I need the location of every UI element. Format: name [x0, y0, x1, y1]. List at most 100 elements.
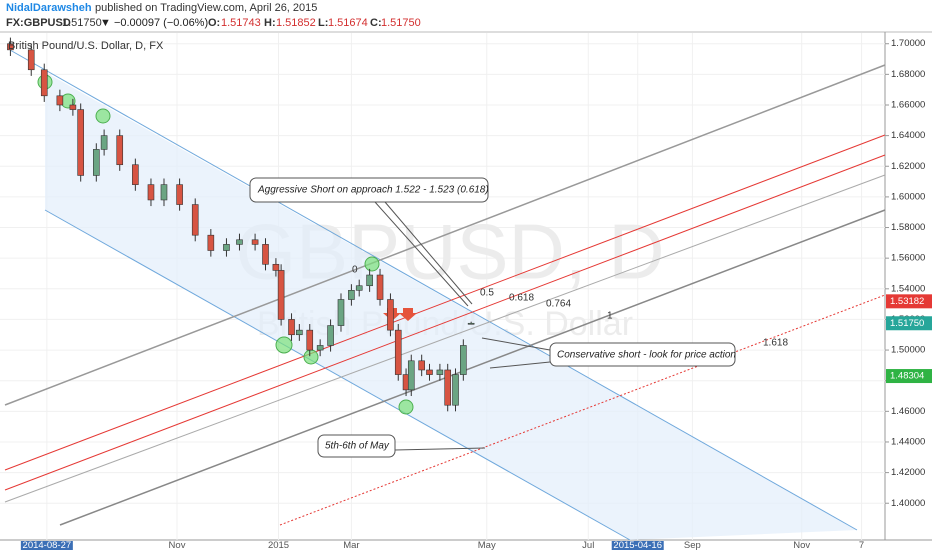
- change: ▼ −0.00097 (−0.06%): [100, 17, 208, 29]
- candle-body: [444, 369, 452, 406]
- candle-body: [272, 263, 280, 271]
- pitchfork-line: [4, 134, 886, 471]
- x-tick-label: May: [478, 540, 496, 550]
- price-tag: [886, 369, 932, 384]
- x-tick-label: Nov: [169, 540, 186, 550]
- candle-body: [176, 184, 183, 205]
- c: 1.51750: [381, 17, 421, 29]
- callout-text: Aggressive Short on approach 1.522 - 1.5…: [257, 185, 489, 196]
- candle-body: [251, 239, 259, 245]
- arrow: [399, 308, 417, 321]
- published: published on TradingView.com, April 26, …: [95, 2, 317, 14]
- candle-body: [316, 345, 324, 351]
- callout-text: Conservative short - look for price acti…: [557, 350, 736, 361]
- candle-body: [394, 329, 402, 375]
- price-tag: [886, 294, 932, 309]
- last: 1.51750: [62, 17, 102, 29]
- fib-label: 0.764: [546, 299, 571, 310]
- candle-body: [236, 239, 243, 245]
- h: 1.51852: [276, 17, 316, 29]
- callout-box: [549, 342, 736, 367]
- channel-line: [44, 209, 631, 541]
- symbol: FX:GBPUSD: [6, 17, 71, 29]
- candle-body: [436, 369, 444, 375]
- candle-body: [355, 285, 363, 291]
- candle-body: [207, 234, 215, 251]
- candle-body: [337, 299, 345, 326]
- pitchfork-line: [4, 64, 886, 406]
- pitchfork-line: [4, 154, 886, 491]
- callout-box: [249, 177, 489, 203]
- candle-body: [56, 95, 64, 106]
- candle-body: [100, 135, 108, 150]
- fib-label: 0: [352, 265, 358, 276]
- pivot-marker: [398, 399, 414, 415]
- candle-body: [262, 244, 269, 265]
- y-tick-label: 1.60000: [891, 191, 925, 202]
- l: 1.51674: [328, 17, 368, 29]
- fib-label: 1: [607, 311, 613, 322]
- l-label: L:: [318, 17, 328, 29]
- candles: [7, 37, 475, 412]
- candle-body: [296, 329, 303, 336]
- candle-body: [418, 360, 425, 371]
- candle-body: [147, 184, 155, 201]
- pitchfork-line: [59, 209, 886, 526]
- pivot-marker: [95, 108, 111, 124]
- fib-label: 0.5: [480, 288, 494, 299]
- x-tick-label: 2015: [268, 540, 289, 550]
- candle-body: [69, 104, 77, 110]
- y-tick-label: 1.56000: [891, 253, 925, 264]
- drawings: Aggressive Short on approach 1.522 - 1.5…: [4, 49, 886, 541]
- candle-body: [348, 290, 355, 300]
- candle-body: [277, 270, 285, 320]
- candle-body: [93, 149, 100, 176]
- fib-label: 1.618: [763, 338, 788, 349]
- price-tag-label: 1.48304: [890, 371, 924, 382]
- author: NidalDarawsheh: [6, 2, 92, 14]
- y-tick-label: 1.58000: [891, 222, 925, 233]
- y-tick-label: 1.66000: [891, 100, 925, 111]
- candle-body: [160, 184, 168, 201]
- callout-text: 5th-6th of May: [325, 441, 390, 452]
- candle-body: [306, 329, 314, 351]
- y-tick-label: 1.64000: [891, 130, 925, 141]
- x-tick-label: 2014-08-27: [23, 540, 72, 550]
- y-tick-label: 1.46000: [891, 406, 925, 417]
- price-tag: [886, 316, 932, 331]
- candle-body: [116, 135, 124, 166]
- x-tick-label: Jul: [582, 540, 594, 550]
- callout-box: [317, 434, 396, 458]
- pivot-marker: [303, 349, 319, 365]
- y-tick-label: 1.40000: [891, 498, 925, 509]
- candle-body: [460, 345, 467, 375]
- candle-body: [452, 374, 459, 406]
- y-tick-label: 1.44000: [891, 436, 925, 447]
- candle-body: [7, 43, 14, 51]
- c-label: C:: [370, 17, 382, 29]
- y-tick-label: 1.42000: [891, 467, 925, 478]
- price-tag-label: 1.51750: [890, 318, 924, 329]
- x-tick-label: Nov: [793, 540, 810, 550]
- x-tick-label: Sep: [684, 540, 701, 550]
- h-label: H:: [264, 17, 276, 29]
- header: NidalDarawsheh published on TradingView.…: [6, 2, 421, 29]
- candle-body: [27, 49, 35, 71]
- y-tick-label: 1.50000: [891, 345, 925, 356]
- y-tick-label: 1.54000: [891, 283, 925, 294]
- chart-title: British Pound/U.S. Dollar, D, FX: [8, 40, 164, 52]
- candle-body: [40, 69, 48, 97]
- x-tick-label: 7: [859, 540, 864, 550]
- candle-body: [132, 164, 139, 185]
- candle-body: [407, 360, 415, 391]
- pivot-marker: [275, 336, 293, 354]
- x-tick-label: 2015-04-16: [613, 540, 662, 550]
- pitchfork-line: [4, 174, 886, 503]
- candle-body: [376, 274, 384, 300]
- channel-fill: [45, 72, 857, 540]
- y-tick-label: 1.62000: [891, 161, 925, 172]
- candle-body: [426, 369, 433, 375]
- fib-label: 0.618: [509, 293, 534, 304]
- o: 1.51743: [221, 17, 261, 29]
